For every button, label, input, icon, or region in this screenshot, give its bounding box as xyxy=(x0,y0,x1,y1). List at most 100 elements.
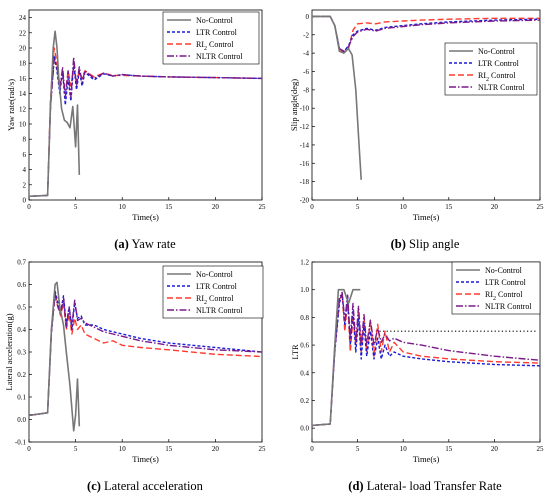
y-tick-label: -18 xyxy=(300,178,310,186)
series-line-no-control xyxy=(312,288,361,427)
y-tick-label: -2 xyxy=(303,31,309,39)
y-axis-label: Yaw rate(rad/s) xyxy=(6,79,16,131)
y-tick-label: 0.7 xyxy=(17,259,26,267)
panel-caption: (d) Lateral- load Transfer Rate xyxy=(348,479,502,493)
y-tick-label: -0.1 xyxy=(15,439,27,447)
y-tick-label: -6 xyxy=(303,68,309,76)
x-tick-label: 15 xyxy=(445,203,453,211)
y-tick-label: -8 xyxy=(303,86,309,94)
y-tick-label: 1.2 xyxy=(300,259,309,267)
x-tick-label: 5 xyxy=(74,203,78,211)
x-tick-label: 25 xyxy=(259,445,267,453)
x-tick-label: 25 xyxy=(259,203,267,211)
y-tick-label: 1.0 xyxy=(300,286,309,294)
y-tick-label: 20 xyxy=(19,45,27,53)
x-axis-label: Time(s) xyxy=(413,454,440,464)
plot-frame xyxy=(311,261,541,443)
x-tick-label: 15 xyxy=(165,203,173,211)
y-tick-label: 0 xyxy=(23,197,27,205)
legend-label: RI2 Control xyxy=(478,71,516,83)
legend-label: RI2 Control xyxy=(196,294,234,306)
x-tick-label: 25 xyxy=(537,445,545,453)
legend-label: NLTR Control xyxy=(478,83,525,92)
y-tick-label: -4 xyxy=(303,50,309,58)
panel-caption: (c) Lateral acceleration xyxy=(87,479,204,493)
y-tick-label: 0.2 xyxy=(17,371,26,379)
x-tick-label: 0 xyxy=(310,445,314,453)
x-tick-label: 20 xyxy=(491,445,499,453)
y-tick-label: 0.6 xyxy=(17,281,26,289)
legend-label: No-Control xyxy=(478,47,516,56)
y-axis-label: LTR xyxy=(290,344,300,360)
x-tick-label: 20 xyxy=(212,445,220,453)
y-tick-label: 0.2 xyxy=(300,397,309,405)
x-tick-label: 15 xyxy=(445,445,453,453)
y-axis-label: Slip angle(deg) xyxy=(289,79,299,131)
x-tick-label: 5 xyxy=(356,445,360,453)
series-line-no-control xyxy=(29,281,81,432)
y-tick-label: 0.5 xyxy=(17,304,26,312)
x-axis-label: Time(s) xyxy=(132,454,159,464)
y-tick-label: 22 xyxy=(19,29,27,37)
y-tick-label: 0.4 xyxy=(300,369,309,377)
legend-label: NLTR Control xyxy=(196,52,243,61)
y-tick-label: 0.0 xyxy=(17,416,26,424)
y-tick-label: 12 xyxy=(19,105,27,113)
chart-panel-1: 0 5 10 15 20 25-20-18-16-14-12-10-8-6-4-20Tim… xyxy=(289,9,545,251)
legend-label: RI2 Control xyxy=(485,290,523,302)
plot-frame xyxy=(28,9,263,201)
y-tick-label: 14 xyxy=(19,90,27,98)
x-tick-label: 20 xyxy=(491,203,499,211)
y-tick-label: 0.6 xyxy=(300,342,309,350)
series-line-no-control xyxy=(312,15,362,180)
y-tick-label: 0.4 xyxy=(17,326,26,334)
legend-label: LTR Control xyxy=(196,28,238,37)
y-tick-label: 2 xyxy=(23,181,27,189)
legend-label: RI2 Control xyxy=(196,40,234,52)
y-tick-label: 24 xyxy=(19,14,27,22)
chart-panel-0: 0 5 10 15 20 25024681012141618202224Time(s)Ya… xyxy=(6,9,267,251)
x-tick-label: 25 xyxy=(537,203,545,211)
x-axis-label: Time(s) xyxy=(413,212,440,222)
series-line-ri2-control xyxy=(29,295,262,416)
x-tick-label: 15 xyxy=(165,445,173,453)
y-tick-label: 16 xyxy=(19,75,27,83)
legend-label: NLTR Control xyxy=(196,306,243,315)
y-tick-label: 0.0 xyxy=(300,425,309,433)
legend-label: No-Control xyxy=(196,16,234,25)
y-tick-label: -10 xyxy=(300,105,310,113)
plot-frame xyxy=(311,9,541,201)
x-axis-label: Time(s) xyxy=(132,212,159,222)
chart-panel-2: 0 5 10 15 20 25 -0.1 0.0 0.1 0.2 0.3 0.4 0.5 0.6 0.7 Ti… xyxy=(4,259,266,494)
y-tick-label: 6 xyxy=(23,151,27,159)
panel-caption: (b) Slip angle xyxy=(391,237,460,251)
x-tick-label: 0 xyxy=(310,203,314,211)
y-tick-label: 4 xyxy=(23,166,27,174)
legend-label: LTR Control xyxy=(478,59,520,68)
y-tick-label: 8 xyxy=(23,136,27,144)
legend-label: No-Control xyxy=(196,270,234,279)
y-tick-label: 0.1 xyxy=(17,394,26,402)
panel-caption: (a) Yaw rate xyxy=(114,237,176,251)
x-tick-label: 10 xyxy=(400,203,408,211)
y-tick-label: -16 xyxy=(300,160,310,168)
legend-label: No-Control xyxy=(485,266,523,275)
series-line-ri2-control xyxy=(29,47,262,197)
x-tick-label: 10 xyxy=(400,445,408,453)
series-line-no-control xyxy=(29,30,81,197)
legend-label: NLTR Control xyxy=(485,302,532,311)
chart-panel-3: 0 5 10 15 20 25 0.0 0.2 0.4 0.6 0.8 1.0 1.2 Time(s) LT… xyxy=(290,259,544,494)
y-tick-label: 0.3 xyxy=(17,349,26,357)
y-tick-label: -12 xyxy=(300,123,310,131)
x-tick-label: 10 xyxy=(119,445,127,453)
series-line-nltr-control xyxy=(312,291,540,427)
y-tick-label: -20 xyxy=(300,197,310,205)
x-tick-label: 0 xyxy=(27,445,31,453)
y-tick-label: -14 xyxy=(300,141,310,149)
legend-label: LTR Control xyxy=(196,282,238,291)
